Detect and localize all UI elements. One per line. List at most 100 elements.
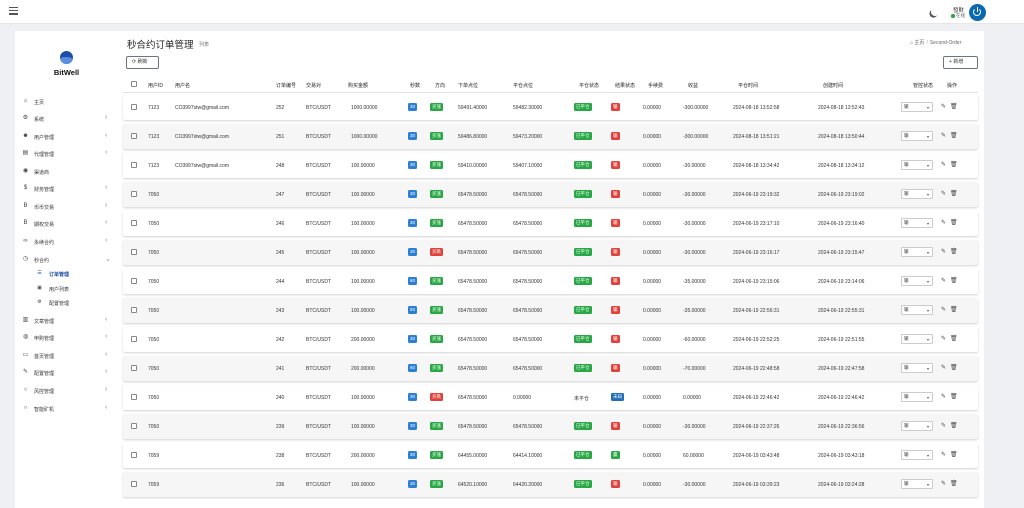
- control-status-select[interactable]: 输: [901, 160, 933, 170]
- row-checkbox[interactable]: [131, 365, 137, 371]
- control-status-select[interactable]: 输: [901, 421, 933, 431]
- trash-icon[interactable]: 🗑: [950, 133, 958, 139]
- control-status-select[interactable]: 输: [901, 131, 933, 141]
- edit-icon[interactable]: ✎: [940, 365, 947, 371]
- trash-icon[interactable]: 🗑: [950, 162, 958, 168]
- trash-icon[interactable]: 🗑: [950, 481, 958, 487]
- sidebar-item-6[interactable]: B 币币交易 ‹: [15, 201, 118, 213]
- row-checkbox[interactable]: [131, 220, 137, 226]
- trash-icon[interactable]: 🗑: [950, 336, 958, 342]
- breadcrumb-home[interactable]: 主页: [914, 40, 925, 46]
- sidebar-item-15[interactable]: ○ 智能矿机 ‹: [15, 403, 118, 415]
- trash-icon[interactable]: 🗑: [950, 191, 958, 197]
- trash-icon[interactable]: 🗑: [950, 307, 958, 313]
- row-checkbox[interactable]: [131, 191, 137, 197]
- row-checkbox[interactable]: [131, 162, 137, 168]
- sidebar-subitem-0[interactable]: ☰ 订单管理: [15, 269, 118, 279]
- edit-icon[interactable]: ✎: [940, 162, 947, 168]
- trash-icon[interactable]: 🗑: [950, 365, 958, 371]
- row-checkbox[interactable]: [131, 249, 137, 255]
- trash-icon[interactable]: 🗑: [950, 423, 958, 429]
- edit-icon[interactable]: ✎: [940, 191, 947, 197]
- control-status-select[interactable]: 输: [901, 189, 933, 199]
- column-header[interactable]: 用户名: [175, 83, 191, 89]
- column-header[interactable]: 手续费: [648, 83, 664, 89]
- column-header[interactable]: 操作: [947, 83, 958, 89]
- column-header[interactable]: 创建时间: [823, 83, 844, 89]
- dark-mode-icon[interactable]: [930, 7, 940, 17]
- control-status-select[interactable]: 输: [901, 363, 933, 373]
- add-button[interactable]: + 新增: [943, 56, 978, 69]
- edit-icon[interactable]: ✎: [940, 452, 947, 458]
- row-checkbox[interactable]: [131, 104, 137, 110]
- user-name[interactable]: 發財: [953, 8, 965, 14]
- edit-icon[interactable]: ✎: [940, 481, 947, 487]
- sidebar-item-13[interactable]: ✎ 配置管理 ‹: [15, 367, 118, 379]
- edit-icon[interactable]: ✎: [940, 336, 947, 342]
- sidebar-subitem-1[interactable]: ▣ 用户列表: [15, 284, 118, 294]
- sidebar-item-7[interactable]: B 期权交易 ‹: [15, 218, 118, 230]
- control-status-select[interactable]: 输: [901, 247, 933, 257]
- column-header[interactable]: 订单编号: [276, 83, 297, 89]
- edit-icon[interactable]: ✎: [940, 220, 947, 226]
- edit-icon[interactable]: ✎: [940, 394, 947, 400]
- edit-icon[interactable]: ✎: [940, 278, 947, 284]
- row-checkbox[interactable]: [131, 307, 137, 313]
- edit-icon[interactable]: ✎: [940, 307, 947, 313]
- trash-icon[interactable]: 🗑: [950, 220, 958, 226]
- sidebar-item-12[interactable]: ▭ 首页管理 ‹: [15, 350, 118, 362]
- control-status-select[interactable]: 输: [901, 305, 933, 315]
- trash-icon[interactable]: 🗑: [950, 104, 958, 110]
- column-header[interactable]: 下单点位: [458, 83, 479, 89]
- trash-icon[interactable]: 🗑: [950, 394, 958, 400]
- row-checkbox[interactable]: [131, 336, 137, 342]
- control-status-select[interactable]: 输: [901, 479, 933, 489]
- menu-toggle-icon[interactable]: [9, 7, 18, 15]
- sidebar-item-8[interactable]: ∞ 永续合约 ‹: [15, 236, 118, 248]
- column-header[interactable]: 用户ID: [148, 83, 164, 89]
- column-header[interactable]: 管控状态: [913, 83, 934, 89]
- row-checkbox[interactable]: [131, 278, 137, 284]
- sidebar-item-4[interactable]: ◉ 渠道商: [15, 166, 118, 178]
- select-all-checkbox[interactable]: [131, 81, 137, 87]
- sidebar-item-3[interactable]: ▤ 代理管理 ‹: [15, 148, 118, 160]
- control-status-select[interactable]: 输: [901, 450, 933, 460]
- sidebar-item-14[interactable]: ○ 风控管理 ‹: [15, 385, 118, 397]
- column-header[interactable]: 平仓时间: [738, 83, 759, 89]
- column-header[interactable]: 方向: [435, 83, 446, 89]
- column-header[interactable]: 平仓点位: [513, 83, 534, 89]
- column-header[interactable]: 平仓状态: [579, 83, 600, 89]
- edit-icon[interactable]: ✎: [940, 249, 947, 255]
- sidebar-item-0[interactable]: ⌂ 主页: [15, 96, 118, 108]
- sidebar-subitem-2[interactable]: ⚙ 配置管理: [15, 298, 118, 308]
- row-checkbox[interactable]: [131, 423, 137, 429]
- row-checkbox[interactable]: [131, 394, 137, 400]
- control-status-select[interactable]: 输: [901, 392, 933, 402]
- column-header[interactable]: 秒数: [410, 83, 421, 89]
- column-header[interactable]: 交易对: [306, 83, 322, 89]
- row-checkbox[interactable]: [131, 481, 137, 487]
- row-checkbox[interactable]: [131, 452, 137, 458]
- column-header[interactable]: 结果状态: [615, 83, 636, 89]
- trash-icon[interactable]: 🗑: [950, 278, 958, 284]
- sidebar-item-1[interactable]: ⚙ 系统 ‹: [15, 113, 118, 125]
- control-status-select[interactable]: 输: [901, 102, 933, 112]
- control-status-select[interactable]: 输: [901, 218, 933, 228]
- edit-icon[interactable]: ✎: [940, 133, 947, 139]
- power-avatar-icon[interactable]: [969, 4, 986, 21]
- sidebar-item-5[interactable]: $ 财务管理 ‹: [15, 183, 118, 195]
- refresh-button[interactable]: ⟳ 刷新: [126, 56, 159, 69]
- control-status-select[interactable]: 输: [901, 334, 933, 344]
- control-status-select[interactable]: 输: [901, 276, 933, 286]
- sidebar-item-2[interactable]: ☻ 用户管理 ‹: [15, 131, 118, 143]
- sidebar-item-9[interactable]: ◷ 秒合约 ⌄: [15, 254, 118, 266]
- column-header[interactable]: 购买金额: [348, 83, 369, 89]
- row-checkbox[interactable]: [131, 133, 137, 139]
- trash-icon[interactable]: 🗑: [950, 249, 958, 255]
- edit-icon[interactable]: ✎: [940, 104, 947, 110]
- trash-icon[interactable]: 🗑: [950, 452, 958, 458]
- sidebar-item-10[interactable]: ▥ 文章管理 ‹: [15, 315, 118, 327]
- sidebar-item-11[interactable]: ◍ 申购管理 ‹: [15, 332, 118, 344]
- edit-icon[interactable]: ✎: [940, 423, 947, 429]
- column-header[interactable]: 收益: [688, 83, 699, 89]
